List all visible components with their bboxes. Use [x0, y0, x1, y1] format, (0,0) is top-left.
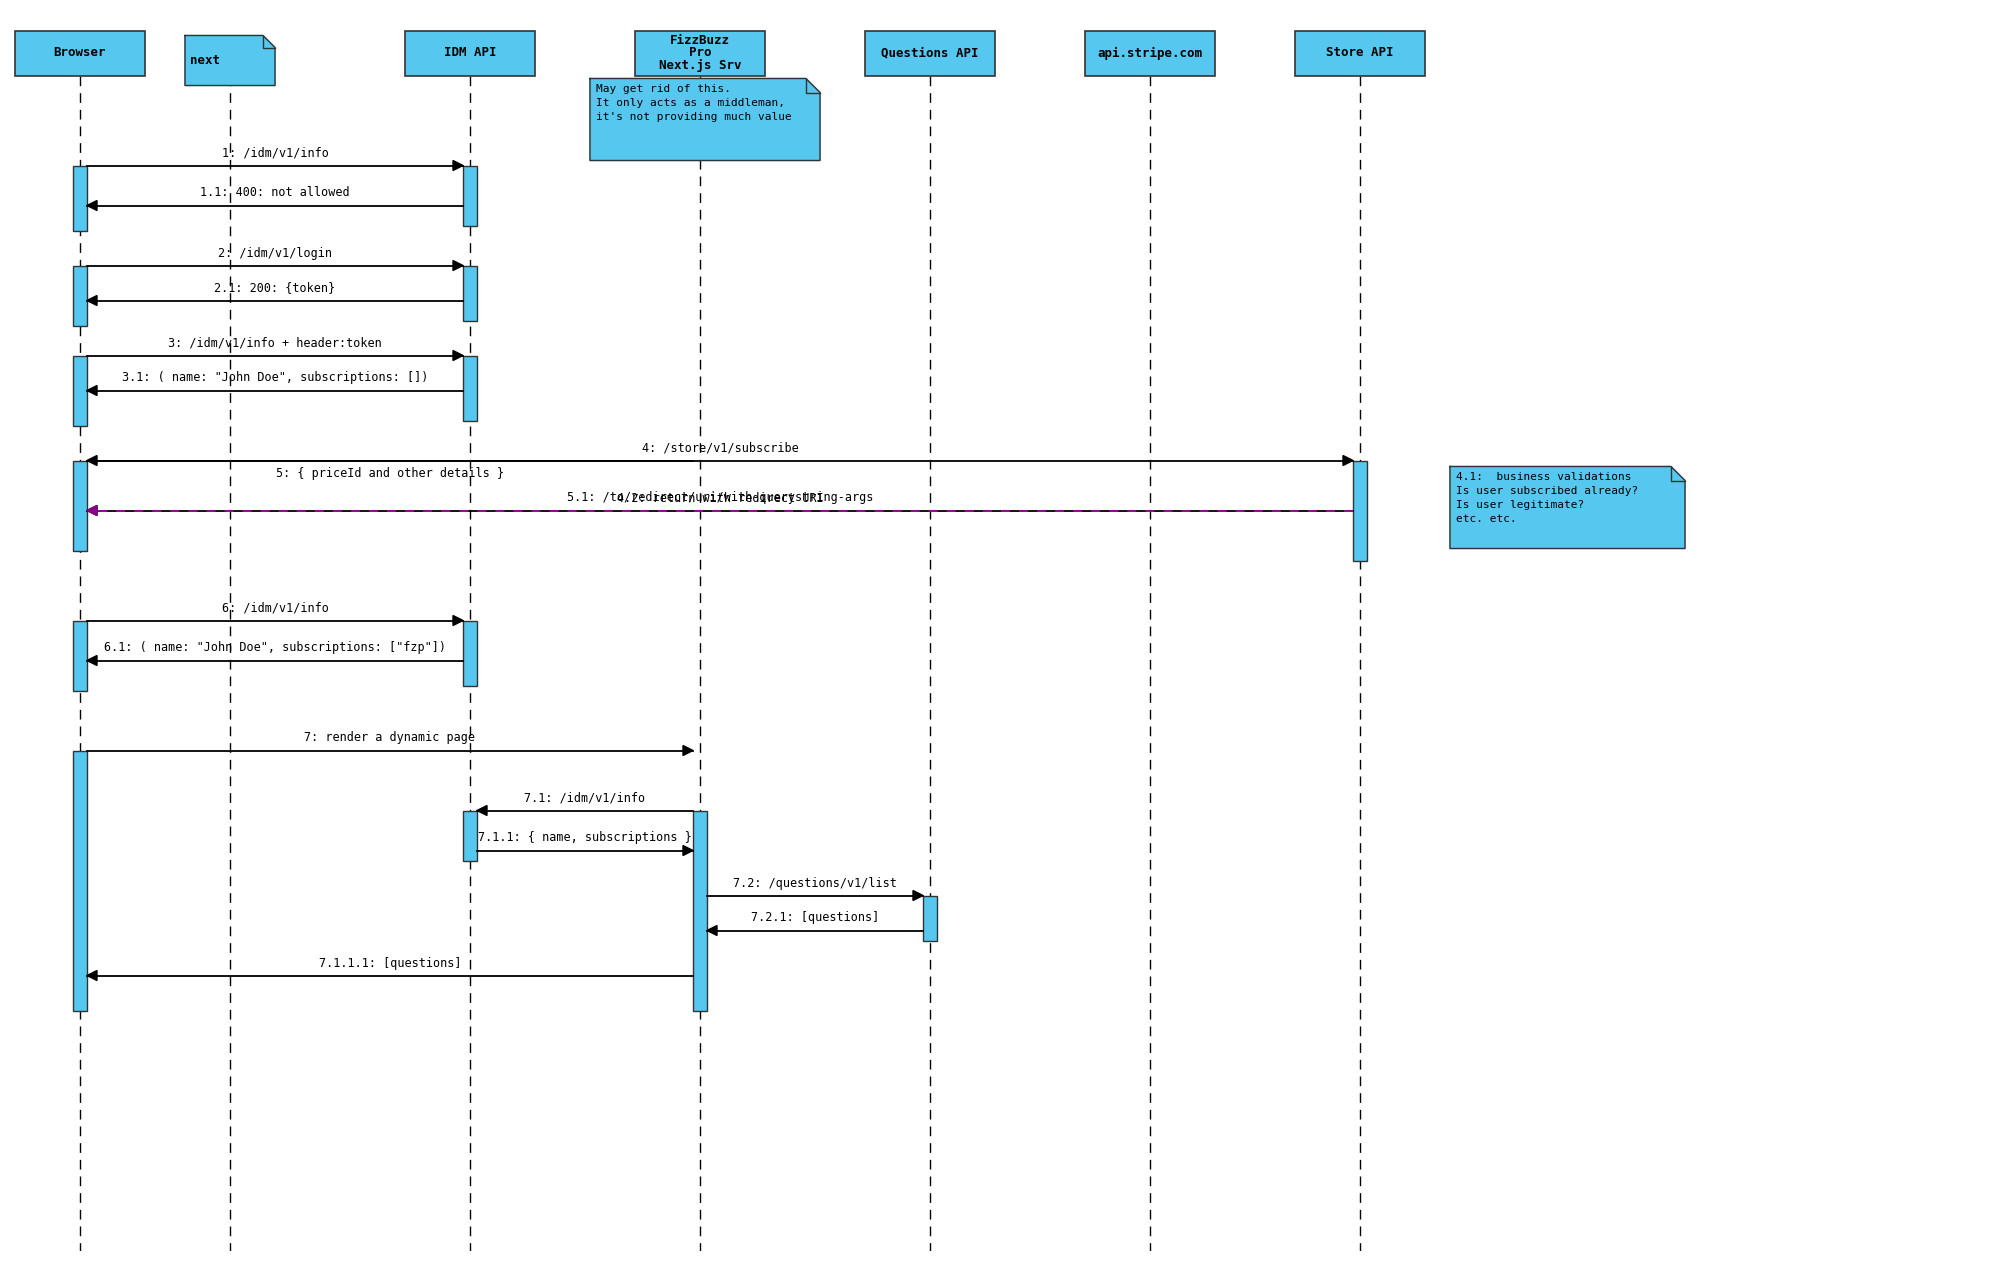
Bar [464, 165, 478, 226]
Polygon shape [1450, 467, 1684, 549]
Polygon shape [452, 261, 464, 271]
Polygon shape [88, 506, 96, 516]
Text: etc. etc.: etc. etc. [1456, 514, 1516, 525]
Bar [72, 750, 88, 1010]
Polygon shape [88, 295, 96, 305]
Text: 7.1.1: { name, subscriptions }: 7.1.1: { name, subscriptions } [478, 831, 692, 845]
Text: 2.1: 200: {token}: 2.1: 200: {token} [214, 281, 336, 295]
Text: api.stripe.com: api.stripe.com [1098, 47, 1202, 59]
Polygon shape [452, 160, 464, 170]
Text: IDM API: IDM API [444, 47, 496, 59]
Text: 3.1: ( name: "John Doe", subscriptions: []): 3.1: ( name: "John Doe", subscriptions: … [122, 372, 428, 385]
Text: next: next [190, 54, 220, 67]
Polygon shape [88, 656, 96, 666]
Bar [464, 811, 478, 860]
Polygon shape [452, 615, 464, 625]
Polygon shape [708, 926, 716, 936]
Text: 2: /idm/v1/login: 2: /idm/v1/login [218, 246, 332, 260]
Text: FizzBuzz: FizzBuzz [670, 34, 730, 47]
Bar [1296, 30, 1424, 76]
Bar [1352, 460, 1368, 560]
Text: Browser: Browser [54, 47, 106, 59]
Polygon shape [1344, 455, 1352, 465]
Text: Next.js Srv: Next.js Srv [658, 59, 742, 72]
Text: 1: /idm/v1/info: 1: /idm/v1/info [222, 146, 328, 159]
Text: it's not providing much value: it's not providing much value [596, 112, 792, 122]
Polygon shape [684, 745, 694, 755]
Bar [404, 30, 536, 76]
Text: 1.1: 400: not allowed: 1.1: 400: not allowed [200, 187, 350, 199]
Text: 7.2.1: [questions]: 7.2.1: [questions] [750, 912, 880, 924]
Text: 4.1:  business validations: 4.1: business validations [1456, 473, 1632, 483]
Polygon shape [88, 455, 96, 465]
Bar [16, 30, 144, 76]
Text: 3: /idm/v1/info + header:token: 3: /idm/v1/info + header:token [168, 337, 382, 349]
Bar [72, 620, 88, 691]
Text: Store API: Store API [1326, 47, 1394, 59]
Polygon shape [88, 200, 96, 211]
Polygon shape [590, 78, 820, 160]
Text: 5: { priceId and other details }: 5: { priceId and other details } [276, 467, 504, 479]
Bar [72, 266, 88, 325]
Polygon shape [452, 351, 464, 361]
Bar [72, 460, 88, 551]
Polygon shape [478, 806, 488, 816]
Bar [72, 356, 88, 425]
Text: It only acts as a middleman,: It only acts as a middleman, [596, 98, 784, 108]
Text: 4: /store/v1/subscribe: 4: /store/v1/subscribe [642, 441, 798, 454]
Polygon shape [184, 35, 276, 86]
Polygon shape [912, 890, 924, 900]
Text: 7.1.1.1: [questions]: 7.1.1.1: [questions] [318, 957, 462, 970]
Text: Questions API: Questions API [882, 47, 978, 59]
Text: 6: /idm/v1/info: 6: /idm/v1/info [222, 601, 328, 614]
Text: 7: render a dynamic page: 7: render a dynamic page [304, 731, 476, 744]
Bar [72, 165, 88, 231]
Text: 7.2: /questions/v1/list: 7.2: /questions/v1/list [734, 876, 896, 889]
Bar [636, 30, 764, 76]
Bar [924, 895, 936, 941]
Bar [1084, 30, 1216, 76]
Text: 6.1: ( name: "John Doe", subscriptions: ["fzp"]): 6.1: ( name: "John Doe", subscriptions: … [104, 642, 446, 654]
Polygon shape [88, 506, 96, 516]
Polygon shape [88, 971, 96, 981]
Bar [694, 811, 708, 1010]
Bar [864, 30, 996, 76]
Text: Pro: Pro [688, 47, 712, 59]
Bar [464, 620, 478, 686]
Text: Is user subscribed already?: Is user subscribed already? [1456, 487, 1638, 497]
Text: Is user legitimate?: Is user legitimate? [1456, 501, 1584, 511]
Polygon shape [684, 845, 694, 855]
Text: 7.1: /idm/v1/info: 7.1: /idm/v1/info [524, 792, 646, 805]
Bar [464, 266, 478, 320]
Text: May get rid of this.: May get rid of this. [596, 84, 732, 95]
Text: 5.1: /to/redirect/uri/with-querystring-args: 5.1: /to/redirect/uri/with-querystring-a… [566, 492, 874, 504]
Text: 4.2: return with redirect URI: 4.2: return with redirect URI [616, 492, 824, 504]
Polygon shape [88, 386, 96, 396]
Bar [464, 356, 478, 420]
